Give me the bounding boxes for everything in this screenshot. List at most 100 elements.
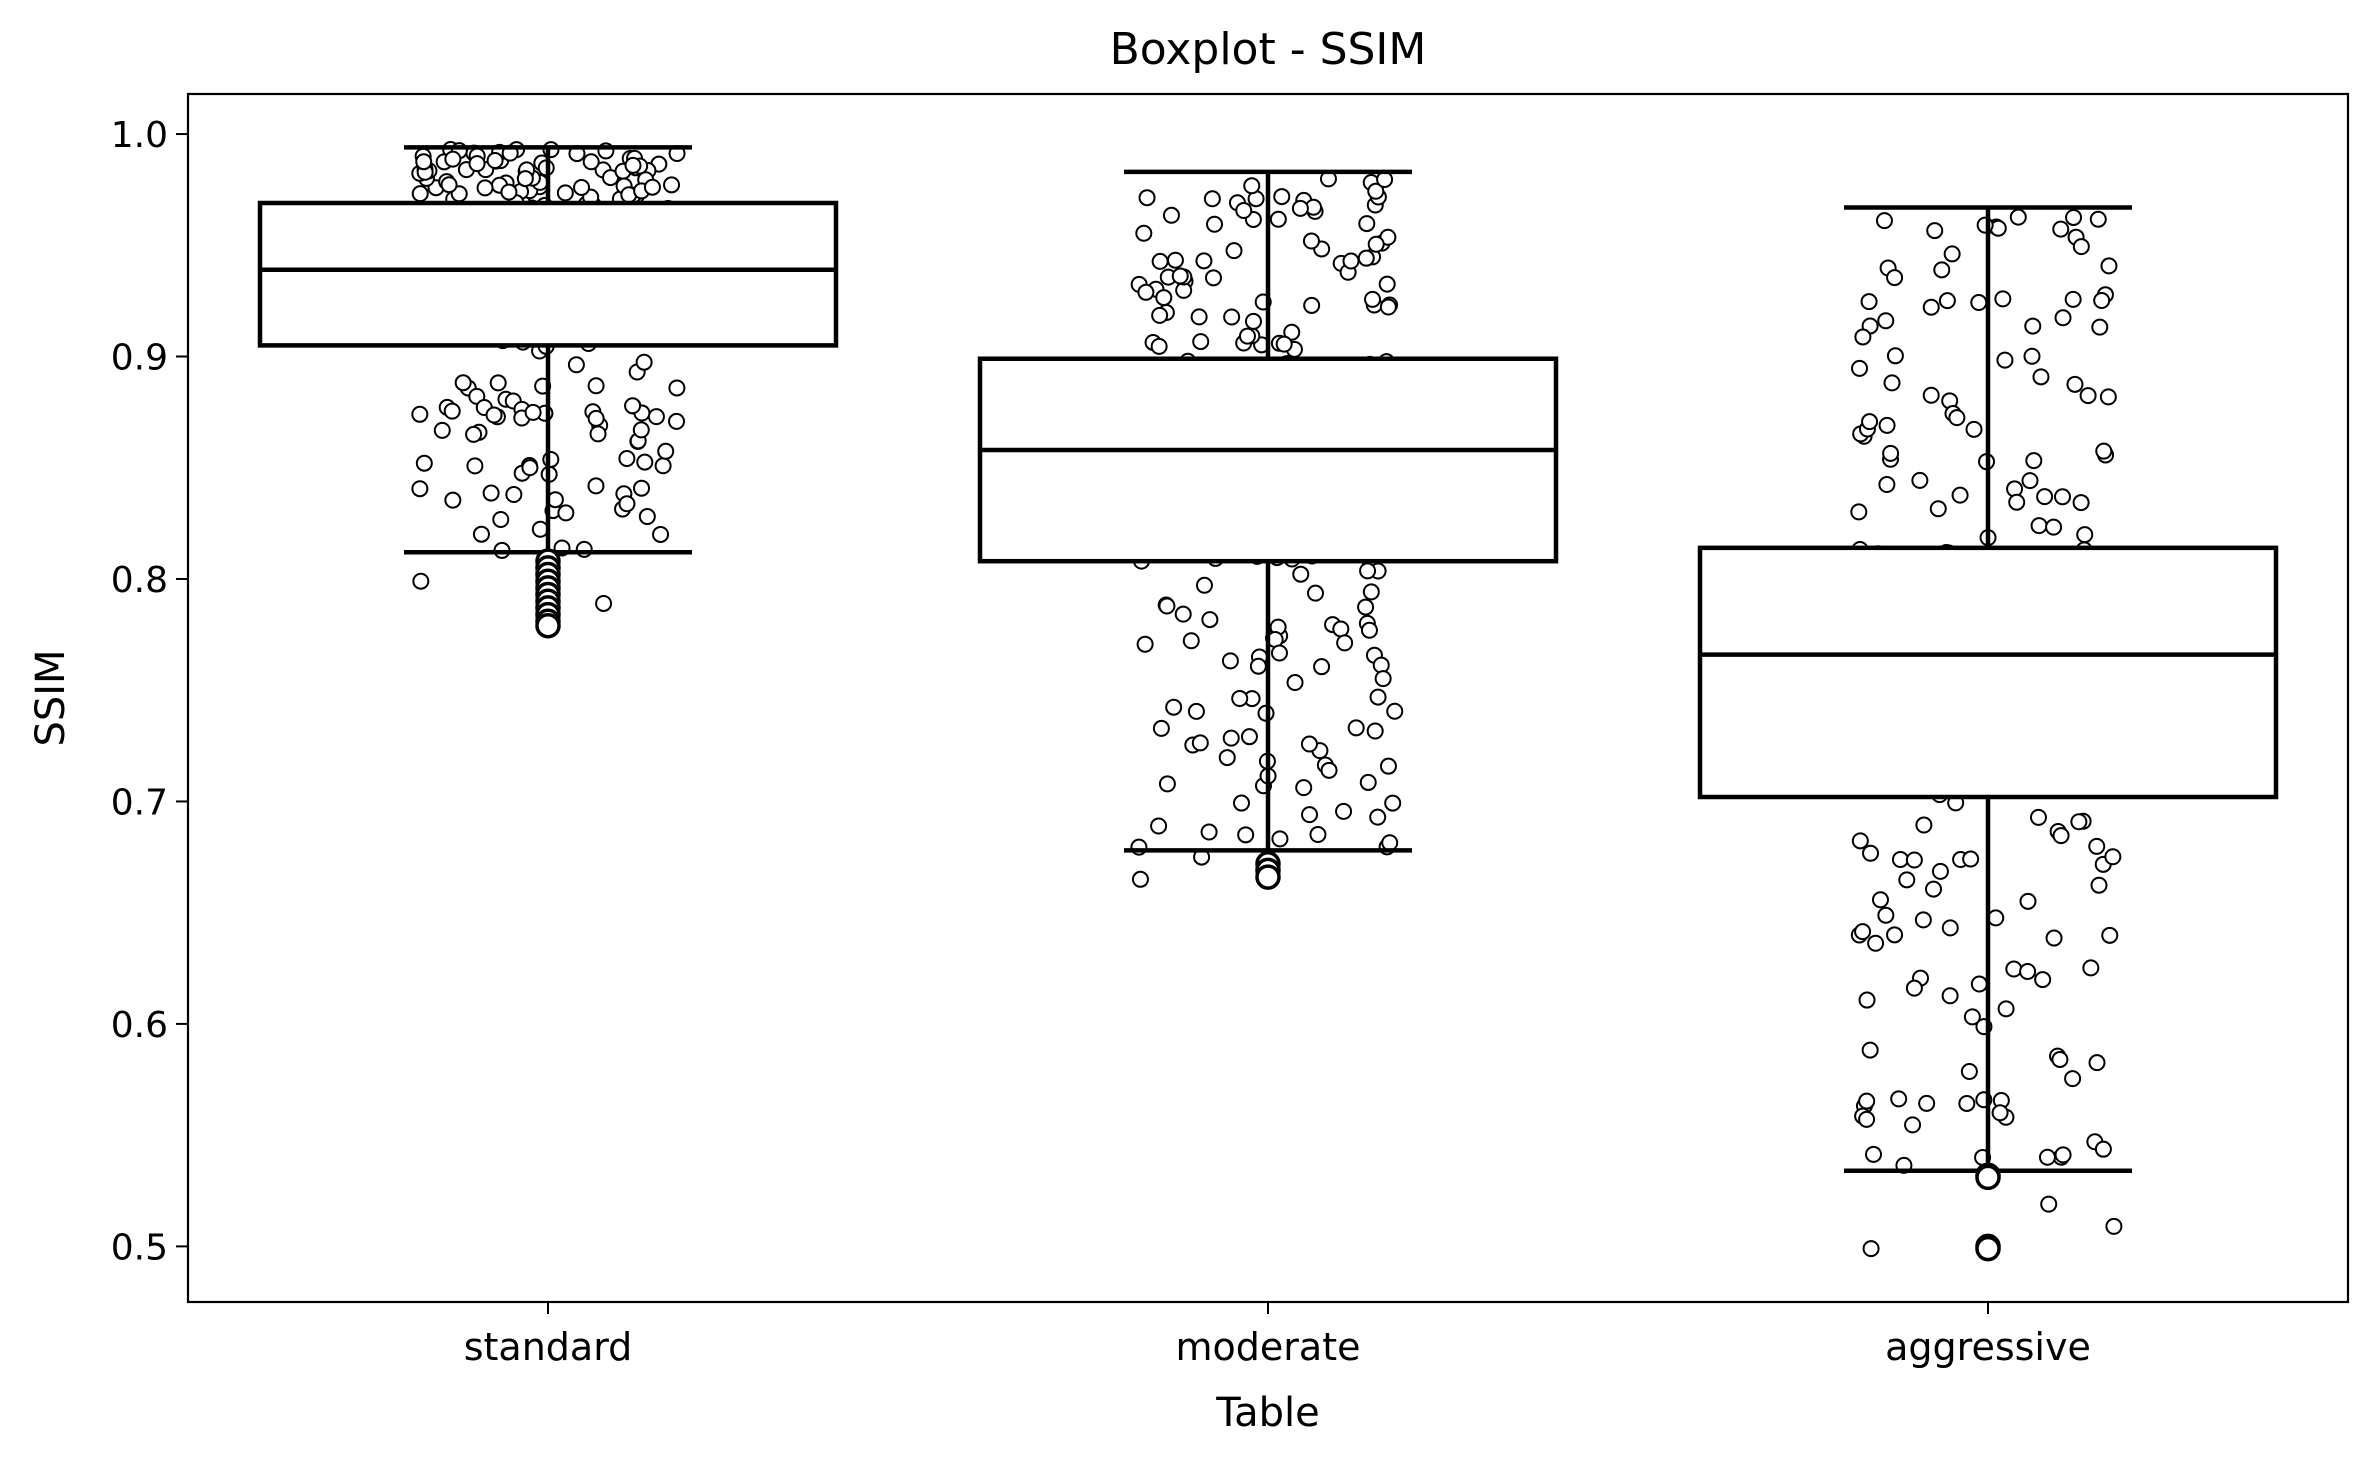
data-point: [486, 152, 504, 170]
data-point: [1137, 283, 1155, 301]
data-point: [1151, 306, 1169, 324]
data-point: [2094, 1140, 2112, 1158]
data-point: [1379, 757, 1397, 775]
data-point: [1275, 335, 1293, 353]
data-point: [465, 425, 483, 443]
data-point: [1271, 830, 1289, 848]
data-point: [1158, 597, 1176, 615]
data-point: [1965, 420, 1983, 438]
data-point: [1240, 728, 1258, 746]
data-point: [2095, 442, 2113, 460]
data-point: [1295, 779, 1313, 797]
data-point: [1182, 632, 1200, 650]
data-point: [2079, 387, 2097, 405]
data-point: [1922, 386, 1940, 404]
data-point: [1291, 199, 1309, 217]
data-point: [1201, 611, 1219, 629]
data-point: [2021, 472, 2039, 490]
data-point: [2040, 1195, 2058, 1213]
data-point: [2099, 388, 2117, 406]
data-point: [444, 150, 462, 168]
data-point: [1171, 267, 1189, 285]
data-point: [1362, 583, 1380, 601]
y-tick-label: 0.7: [111, 782, 168, 823]
data-point: [654, 457, 672, 475]
data-point: [1292, 565, 1310, 583]
data-point: [2019, 962, 2037, 980]
data-point: [2023, 347, 2041, 365]
data-point: [1273, 188, 1291, 206]
data-point: [1929, 500, 1947, 518]
data-point: [1221, 652, 1239, 670]
chart-title: Boxplot - SSIM: [1110, 24, 1427, 75]
data-point: [1269, 210, 1287, 228]
data-point: [2032, 368, 2050, 386]
data-point: [1152, 719, 1170, 737]
data-point: [1374, 670, 1392, 688]
data-point: [1286, 674, 1304, 692]
data-point: [1357, 598, 1375, 616]
data-point: [1938, 292, 1956, 310]
data-point: [1851, 359, 1869, 377]
data-point: [1187, 702, 1205, 720]
data-point: [2009, 208, 2027, 226]
data-point: [1905, 979, 1923, 997]
data-point: [1854, 328, 1872, 346]
data-point: [1886, 926, 1904, 944]
data-point: [1359, 773, 1377, 791]
data-point: [2030, 517, 2048, 535]
box-iqr: [1697, 545, 2279, 800]
data-point: [1206, 215, 1224, 233]
x-tick-label: moderate: [1176, 1325, 1361, 1369]
data-point: [1958, 1094, 1976, 1112]
data-point: [587, 409, 605, 427]
outlier-point: [535, 612, 561, 639]
data-point: [1303, 296, 1321, 314]
data-point: [1858, 1092, 1876, 1110]
data-point: [1890, 1090, 1908, 1108]
data-point: [2090, 876, 2108, 894]
data-point: [1320, 761, 1338, 779]
y-tick-label: 0.9: [111, 338, 168, 379]
data-point: [1379, 298, 1397, 316]
data-point: [440, 176, 458, 194]
data-point: [2072, 238, 2090, 256]
data-point: [1861, 1041, 1879, 1059]
data-point: [1882, 444, 1900, 462]
data-point: [668, 412, 686, 430]
data-point: [1335, 802, 1353, 820]
data-point: [2065, 208, 2083, 226]
data-point: [587, 377, 605, 395]
data-point: [2054, 488, 2072, 506]
data-point: [1963, 1008, 1981, 1026]
data-point: [1190, 308, 1208, 326]
data-point: [2054, 1146, 2072, 1164]
y-axis: 0.5 0.6 0.7 0.8 0.9 1.0: [111, 115, 188, 1268]
data-point: [415, 153, 433, 171]
data-point: [1991, 1104, 2009, 1122]
data-point: [1850, 503, 1868, 521]
outlier-point: [1975, 1164, 2001, 1191]
data-point: [1922, 298, 1940, 316]
data-point: [1301, 806, 1319, 824]
data-point: [1155, 289, 1173, 307]
data-point: [1891, 850, 1909, 868]
data-point: [1357, 249, 1375, 267]
data-point: [444, 491, 462, 509]
data-point: [1166, 251, 1184, 269]
data-point: [1151, 252, 1169, 270]
data-point: [1309, 826, 1327, 844]
x-axis-label: Table: [1215, 1390, 1319, 1436]
data-point: [2029, 808, 2047, 826]
data-point: [1883, 374, 1901, 392]
data-point: [1162, 206, 1180, 224]
data-point: [2005, 960, 2023, 978]
data-point: [1931, 862, 1949, 880]
data-point: [582, 153, 600, 171]
data-point: [411, 405, 429, 423]
data-point: [1360, 621, 1378, 639]
data-point: [476, 179, 494, 197]
data-point: [632, 421, 650, 439]
data-point: [2066, 375, 2084, 393]
data-point: [482, 484, 500, 502]
